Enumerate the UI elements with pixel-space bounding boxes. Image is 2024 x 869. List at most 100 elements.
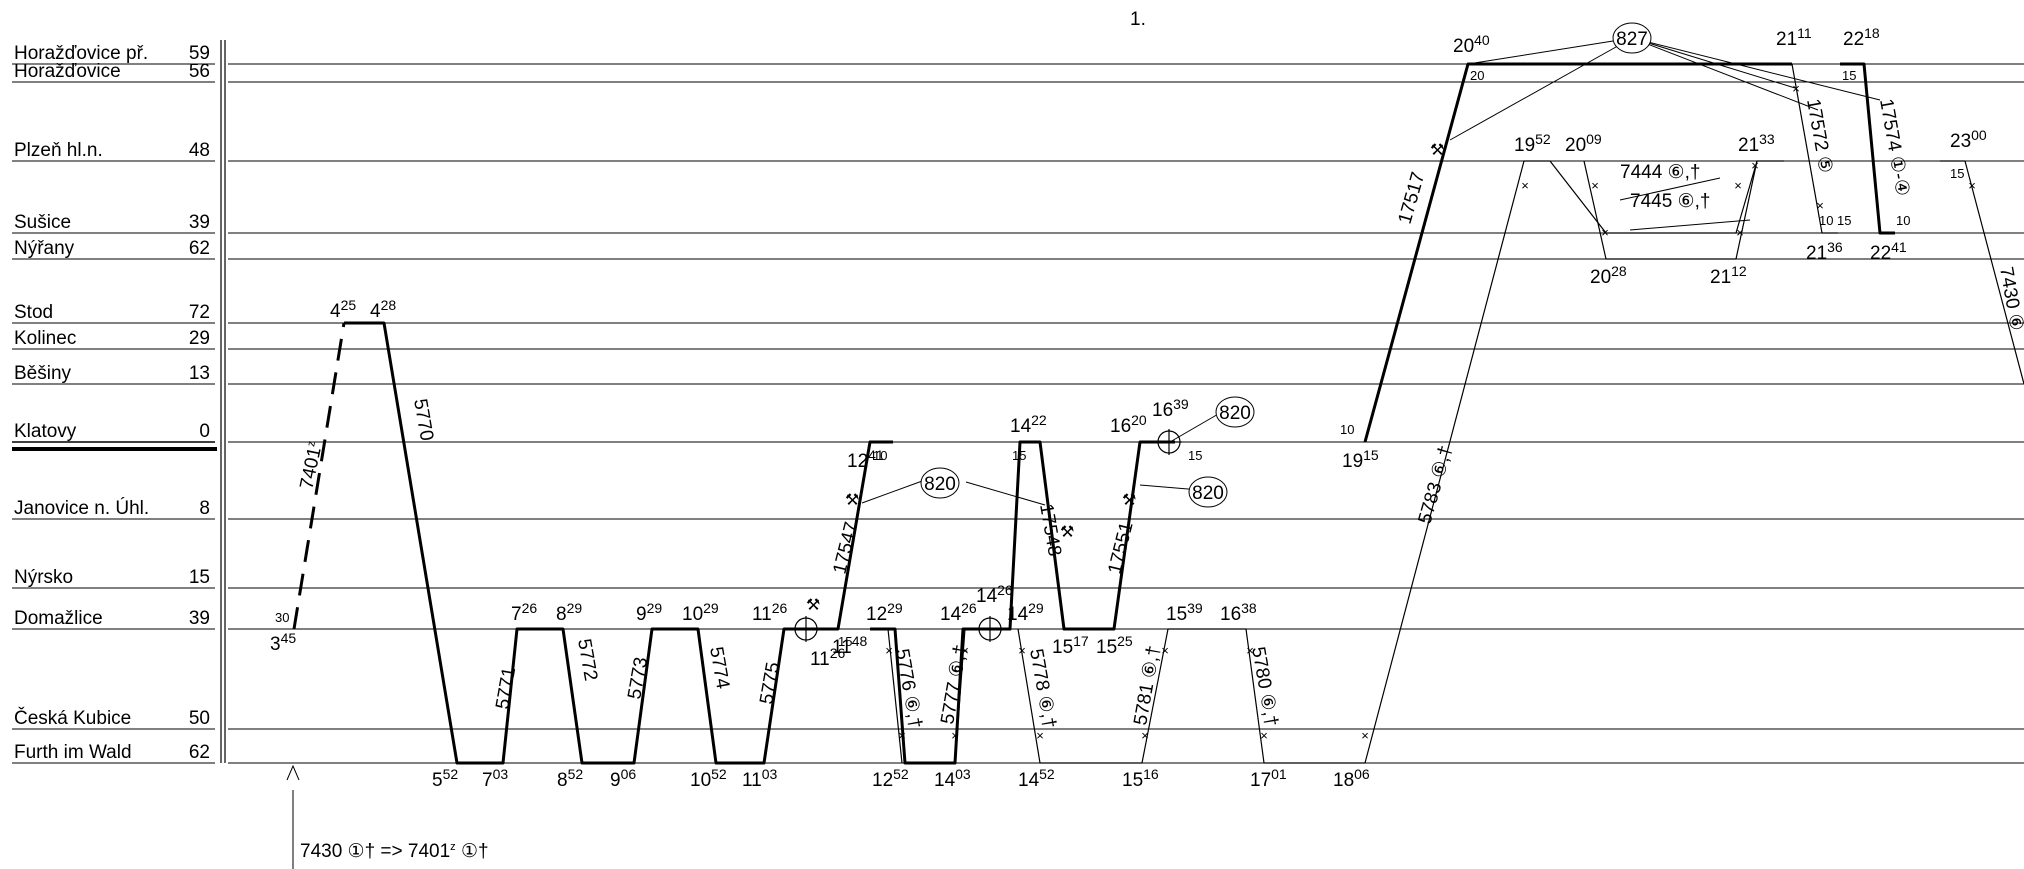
route-circle-label: 820 <box>1192 483 1224 504</box>
connector-line <box>1631 37 1819 111</box>
station-name: Horažďovice <box>14 61 121 82</box>
station-labels: Horažďovice př. 59 Horažďovice 56 Plzeň hl.n… <box>12 43 217 764</box>
departure-arrival-time: 1426 <box>940 600 977 625</box>
departure-arrival-time: 2028 <box>1590 263 1627 288</box>
station-km: 62 <box>189 742 210 763</box>
departure-arrival-time: 1452 <box>1018 766 1055 791</box>
train-path-17574 <box>1840 62 1895 235</box>
minor-time-label: 15 <box>1012 448 1026 463</box>
station-km: 48 <box>189 140 210 161</box>
stop-marker: × <box>898 728 906 743</box>
stop-marker: × <box>1260 728 1268 743</box>
station-km: 15 <box>189 567 210 588</box>
station-km: 72 <box>189 302 210 323</box>
departure-arrival-time: 726 <box>511 600 537 625</box>
minor-time-label: 15 <box>1950 166 1964 181</box>
departure-arrival-time: 345 <box>270 630 296 655</box>
footnote: 7430 ①† => 7401z ①† <box>300 841 489 862</box>
station-km: 62 <box>189 238 210 259</box>
minor-time-label: 30 <box>275 610 289 625</box>
departure-arrival-time: 1539 <box>1166 600 1203 625</box>
train-number: 7430 ⑥ <box>1995 265 2024 332</box>
train-path-7444-7445 <box>1583 160 1758 260</box>
departure-arrival-time: 1229 <box>866 600 903 625</box>
station-km: 56 <box>189 61 210 82</box>
train-path-17572 <box>1791 63 1838 234</box>
train-number: 17551 <box>1104 520 1137 576</box>
connector-line <box>965 481 1046 506</box>
minor-time-label: 20 <box>1470 68 1484 83</box>
station-name: Stod <box>14 302 53 323</box>
station-km: 50 <box>189 708 210 729</box>
stop-marker: × <box>1816 198 1824 213</box>
departure-arrival-time: 829 <box>556 600 582 625</box>
stop-marker: × <box>1036 728 1044 743</box>
stop-marker: × <box>1246 643 1254 658</box>
minor-time-label: 15 <box>838 634 852 649</box>
stop-marker: × <box>1141 728 1149 743</box>
train-number: 7444 ⑥,† <box>1620 162 1700 183</box>
departure-arrival-time: 906 <box>610 766 636 791</box>
train-path-17517 <box>1363 62 1792 443</box>
train-path-7430 <box>1940 160 2024 385</box>
station-km: 39 <box>189 212 210 233</box>
minor-time-label: 15 <box>1842 68 1856 83</box>
train-number: 17574 ①-④ <box>1875 97 1913 198</box>
train-path-5777 <box>954 628 966 764</box>
connector-line <box>1631 37 1881 101</box>
connector-line <box>1169 412 1221 443</box>
station-name: Klatovy <box>14 421 77 442</box>
departure-arrival-time: 2133 <box>1738 131 1775 156</box>
train-number: 5774 <box>705 645 733 691</box>
train-number: 5771 <box>492 666 520 711</box>
departure-arrival-time: 1915 <box>1342 447 1379 472</box>
departure-arrival-time: 2300 <box>1950 127 1987 152</box>
route-circle-label: 827 <box>1616 29 1648 50</box>
route-circle <box>1215 396 1255 428</box>
route-circle-label: 820 <box>1219 403 1251 424</box>
departure-arrival-time: 1806 <box>1333 766 1370 791</box>
connector-line <box>1631 37 1796 89</box>
stop-marker: × <box>1161 643 1169 658</box>
station-name: Sušice <box>14 212 71 233</box>
departure-arrival-time: 1429 <box>1007 600 1044 625</box>
departure-arrival-time: 1639 <box>1152 396 1189 421</box>
minor-time-label: 10 <box>873 448 887 463</box>
time-labels: 345 425 428 552 703 726 829 852 906 929 1029 1052 11… <box>270 25 1987 791</box>
departure-arrival-time: 2040 <box>1453 32 1490 57</box>
connector-line <box>1629 219 1751 231</box>
train-number: 5781 ⑥,† <box>1130 644 1165 727</box>
departure-arrival-time: 1701 <box>1250 766 1287 791</box>
connector-line <box>1467 37 1633 65</box>
connector-line <box>861 479 926 504</box>
stop-marker: × <box>1018 643 1026 658</box>
departure-arrival-time: 1638 <box>1220 600 1257 625</box>
stop-marker: × <box>1751 158 1759 173</box>
departure-arrival-time: 1517 <box>1052 633 1089 658</box>
route-circle-label: 820 <box>924 474 956 495</box>
station-name: Domažlice <box>14 608 103 629</box>
minor-time-label: 15 <box>1837 213 1851 228</box>
departure-arrival-time: 1952 <box>1514 131 1551 156</box>
train-number: 5770 <box>409 397 437 442</box>
train-path-5778-5783 <box>1017 160 1784 764</box>
stop-marker: × <box>1521 178 1529 193</box>
route-circle <box>1188 476 1228 508</box>
train-path-5776 <box>887 628 903 764</box>
stop-marker: × <box>1792 81 1800 96</box>
tool-icon: ⚒ <box>1430 142 1444 159</box>
departure-arrival-time: 2136 <box>1806 239 1843 264</box>
tool-icon: ⚒ <box>1122 492 1136 509</box>
route-circle <box>1612 22 1652 54</box>
departure-arrival-time: 1029 <box>682 600 719 625</box>
departure-arrival-time: 703 <box>482 766 508 791</box>
departure-arrival-time: 1516 <box>1122 766 1159 791</box>
station-name: Nýřany <box>14 238 75 259</box>
departure-arrival-time: 552 <box>432 766 458 791</box>
station-km: 59 <box>189 43 210 64</box>
stop-marker: × <box>961 643 969 658</box>
train-number: 17547 <box>829 520 862 576</box>
tool-icon: ⚒ <box>806 597 820 614</box>
station-name: Česká Kubice <box>14 707 131 729</box>
